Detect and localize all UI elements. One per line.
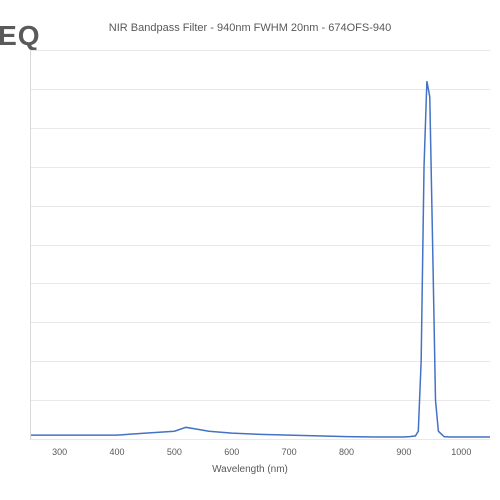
x-tick-label: 900 <box>396 447 411 457</box>
x-tick-label: 500 <box>167 447 182 457</box>
x-tick-label: 600 <box>224 447 239 457</box>
gridline <box>31 439 490 440</box>
transmission-line <box>31 50 490 439</box>
chart-title: NIR Bandpass Filter - 940nm FWHM 20nm - … <box>109 22 391 34</box>
x-tick-label: 700 <box>282 447 297 457</box>
x-tick-label: 1000 <box>451 447 471 457</box>
watermark-text: TEQ <box>0 20 41 52</box>
x-tick-label: 400 <box>110 447 125 457</box>
x-axis-label: Wavelength (nm) <box>212 464 288 475</box>
x-tick-label: 800 <box>339 447 354 457</box>
x-tick-label: 300 <box>52 447 67 457</box>
plot-area: 3004005006007008009001000 <box>30 50 490 440</box>
